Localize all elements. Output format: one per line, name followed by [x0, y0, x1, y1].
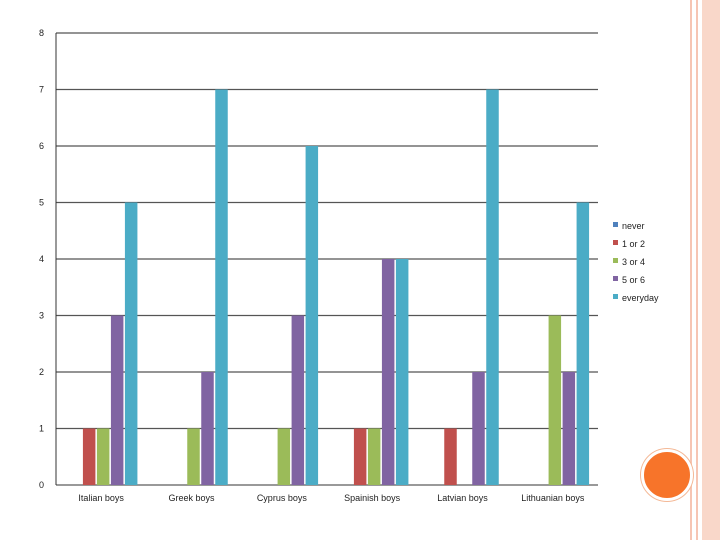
bar-3-or-4-3 [367, 428, 381, 485]
bar-5-or-6-4 [472, 372, 485, 485]
bar-everyday-5 [576, 202, 590, 485]
grid-lines [55, 32, 598, 486]
bar-1-or-2-4 [444, 428, 457, 485]
x-category-label: Spainish boys [344, 493, 401, 503]
x-category-label: Latvian boys [437, 493, 488, 503]
bar-3-or-4-1 [187, 428, 200, 485]
bar-3-or-4-5 [548, 315, 562, 485]
bars [82, 89, 590, 485]
y-tick-label: 8 [39, 28, 44, 38]
bar-everyday-3 [395, 259, 409, 485]
bar-3-or-4-0 [96, 428, 110, 485]
legend-label: 5 or 6 [622, 275, 645, 285]
bar-1-or-2-0 [82, 428, 96, 485]
legend-swatch [613, 222, 618, 227]
bar-3-or-4-2 [277, 428, 291, 485]
legend-swatch [613, 294, 618, 299]
bar-everyday-2 [305, 146, 319, 485]
legend-label: 3 or 4 [622, 257, 645, 267]
y-tick-label: 6 [39, 141, 44, 151]
legend-swatch [613, 258, 618, 263]
bar-5-or-6-2 [291, 315, 305, 485]
bar-5-or-6-0 [110, 315, 124, 485]
legend-label: never [622, 221, 645, 231]
legend-label: everyday [622, 293, 659, 303]
bar-5-or-6-1 [201, 372, 214, 485]
y-tick-label: 0 [39, 480, 44, 490]
accent-circle [641, 449, 693, 501]
y-axis-ticks: 0 1 2 3 4 5 6 7 8 [39, 28, 44, 490]
y-tick-label: 4 [39, 254, 44, 264]
legend: never 1 or 2 3 or 4 5 or 6 everyday [613, 221, 659, 303]
bar-everyday-4 [486, 89, 499, 485]
bar-1-or-2-3 [353, 428, 367, 485]
bar-5-or-6-3 [381, 259, 395, 485]
y-tick-label: 7 [39, 85, 44, 95]
legend-swatch [613, 276, 618, 281]
legend-swatch [613, 240, 618, 245]
bar-everyday-0 [124, 202, 138, 485]
slide-frame-border [690, 0, 720, 540]
bar-5-or-6-5 [562, 372, 576, 485]
legend-label: 1 or 2 [622, 239, 645, 249]
x-category-label: Lithuanian boys [521, 493, 585, 503]
bar-everyday-1 [215, 89, 228, 485]
x-category-label: Cyprus boys [257, 493, 308, 503]
x-category-label: Greek boys [168, 493, 215, 503]
y-tick-label: 5 [39, 198, 44, 208]
x-category-label: Italian boys [78, 493, 124, 503]
y-tick-label: 2 [39, 367, 44, 377]
y-tick-label: 3 [39, 311, 44, 321]
y-tick-label: 1 [39, 424, 44, 434]
x-axis-categories: Italian boys Greek boys Cyprus boys Spainis… [78, 493, 584, 503]
